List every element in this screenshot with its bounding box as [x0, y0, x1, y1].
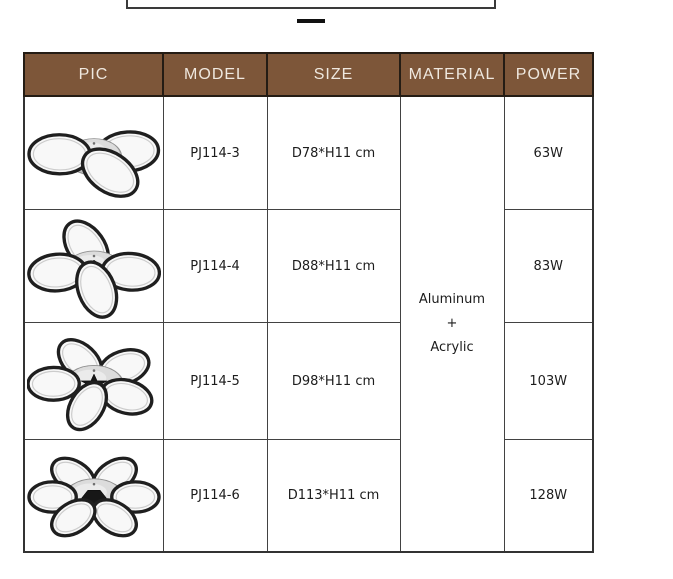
- size-value: D98*H11 cm: [266, 322, 401, 440]
- product-image-cell: [23, 322, 164, 440]
- ceiling-lamp-image: [26, 218, 161, 319]
- product-image-cell: [23, 439, 164, 553]
- power-value: 83W: [503, 209, 594, 323]
- model-value: PJ114-6: [162, 439, 268, 553]
- ceiling-lamp-image: [26, 337, 154, 431]
- cropped-box-above: [126, 0, 496, 9]
- table-row: PJ114-5 D98*H11 cm 103W: [23, 322, 594, 440]
- material-line: Aluminum: [418, 292, 486, 307]
- table-row: PJ114-6 D113*H11 cm 128W: [23, 439, 594, 553]
- size-value: D88*H11 cm: [266, 209, 401, 323]
- material-line: +: [446, 316, 458, 331]
- col-header-model: MODEL: [162, 52, 268, 97]
- model-value: PJ114-5: [162, 322, 268, 440]
- separator-dash: [297, 19, 325, 23]
- col-header-material: MATERIAL: [399, 52, 505, 97]
- model-value: PJ114-4: [162, 209, 268, 323]
- col-header-size: SIZE: [266, 52, 401, 97]
- power-value: 63W: [503, 95, 594, 210]
- size-value: D78*H11 cm: [266, 95, 401, 210]
- material-line: Acrylic: [430, 340, 474, 355]
- header-row: PIC MODEL SIZE MATERIAL POWER: [23, 52, 594, 97]
- power-value: 103W: [503, 322, 594, 440]
- table-row: PJ114-3 D78*H11 cm Aluminum + Acrylic 63…: [23, 95, 594, 553]
- product-image-cell: [23, 209, 164, 323]
- table-row: PJ114-4 D88*H11 cm 83W: [23, 209, 594, 323]
- col-header-pic: PIC: [23, 52, 164, 97]
- material-merged-cell: Aluminum + Acrylic: [399, 95, 505, 553]
- product-spec-table: PIC MODEL SIZE MATERIAL POWER PJ114-3 D7…: [23, 52, 594, 553]
- power-value: 128W: [503, 439, 594, 553]
- col-header-power: POWER: [503, 52, 594, 97]
- product-image-cell: [23, 95, 164, 210]
- model-value: PJ114-3: [162, 95, 268, 210]
- ceiling-lamp-image: [27, 456, 161, 538]
- ceiling-lamp-image: [27, 129, 160, 198]
- size-value: D113*H11 cm: [266, 439, 401, 553]
